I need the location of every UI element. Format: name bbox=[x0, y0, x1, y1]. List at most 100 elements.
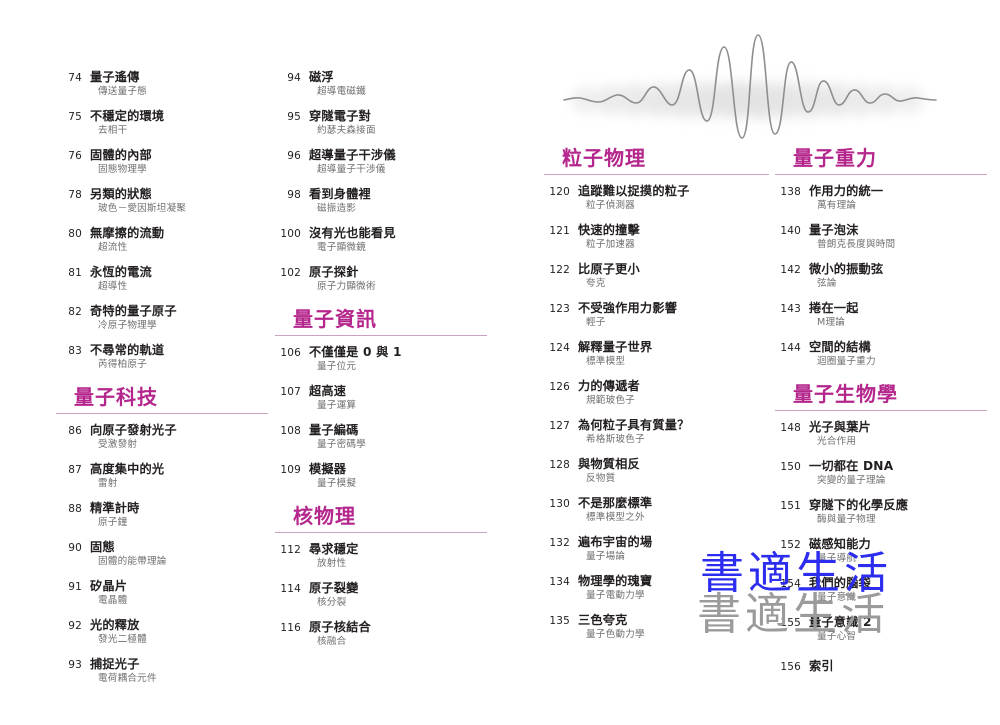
toc-entry[interactable]: 116 原子核結合 核融合 bbox=[275, 620, 487, 648]
toc-entry[interactable]: 80 無摩擦的流動 超流性 bbox=[56, 226, 268, 254]
toc-entry[interactable]: 106 不僅僅是 0 與 1 量子位元 bbox=[275, 345, 487, 373]
toc-entry[interactable]: 96 超導量子干涉儀 超導量子干涉儀 bbox=[275, 148, 487, 176]
toc-entry[interactable]: 126 力的傳遞者 規範玻色子 bbox=[544, 379, 769, 407]
toc-entry[interactable]: 100 沒有光也能看見 電子顯微鏡 bbox=[275, 226, 487, 254]
entry-text: 快速的撞擊 粒子加速器 bbox=[570, 223, 769, 251]
toc-entry[interactable]: 150 一切都在 DNA 突變的量子理論 bbox=[775, 459, 987, 487]
toc-entry[interactable]: 75 不穩定的環境 去相干 bbox=[56, 109, 268, 137]
toc-entry[interactable]: 128 與物質相反 反物質 bbox=[544, 457, 769, 485]
entry-title: 量子意識 2 bbox=[809, 615, 872, 629]
toc-entry[interactable]: 81 永恆的電流 超導性 bbox=[56, 265, 268, 293]
toc-entry[interactable]: 76 固體的內部 固態物理學 bbox=[56, 148, 268, 176]
toc-entry[interactable]: 124 解釋量子世界 標準模型 bbox=[544, 340, 769, 368]
wave-curve bbox=[563, 34, 937, 139]
entry-text: 我們的腦袋 量子意識 bbox=[801, 576, 987, 604]
toc-entry[interactable]: 107 超高速 量子運算 bbox=[275, 384, 487, 412]
entry-subtitle: 夸克 bbox=[586, 278, 606, 289]
toc-entry[interactable]: 132 遍布宇宙的場 量子場論 bbox=[544, 535, 769, 563]
toc-entry[interactable]: 83 不尋常的軌道 芮得柏原子 bbox=[56, 343, 268, 371]
entry-title: 一切都在 DNA bbox=[809, 459, 894, 473]
entry-page-number: 151 bbox=[780, 500, 801, 512]
toc-entry[interactable]: 155 量子意識 2 量子心智 bbox=[775, 615, 987, 643]
entry-title: 穿隧電子對 bbox=[309, 109, 371, 123]
toc-entry[interactable]: 78 另類的狀態 玻色－愛因斯坦凝聚 bbox=[56, 187, 268, 215]
toc-entry[interactable]: 130 不是那麼標準 標準模型之外 bbox=[544, 496, 769, 524]
entry-subtitle: 光合作用 bbox=[817, 436, 857, 447]
toc-entry[interactable]: 151 穿隧下的化學反應 酶與量子物理 bbox=[775, 498, 987, 526]
entry-title: 比原子更小 bbox=[578, 262, 640, 276]
entry-subtitle: 超流性 bbox=[98, 242, 128, 253]
entry-text: 穿隧下的化學反應 酶與量子物理 bbox=[801, 498, 987, 526]
toc-entry[interactable]: 109 模擬器 量子模擬 bbox=[275, 462, 487, 490]
toc-entry[interactable]: 152 磁感知能力 量子導航 bbox=[775, 537, 987, 565]
toc-entry[interactable]: 91 矽晶片 電晶體 bbox=[56, 579, 268, 607]
toc-entry[interactable]: 135 三色夸克 量子色動力學 bbox=[544, 613, 769, 641]
toc-entry[interactable]: 156 索引 bbox=[775, 659, 987, 674]
toc-entry[interactable]: 93 捕捉光子 電荷耦合元件 bbox=[56, 657, 268, 685]
toc-entry[interactable]: 90 固態 固體的能帶理論 bbox=[56, 540, 268, 568]
entry-page-number: 88 bbox=[68, 503, 82, 515]
toc-entry[interactable]: 87 高度集中的光 雷射 bbox=[56, 462, 268, 490]
toc-entry[interactable]: 127 為何粒子具有質量？ 希格斯玻色子 bbox=[544, 418, 769, 446]
entry-text: 三色夸克 量子色動力學 bbox=[570, 613, 769, 641]
entry-text: 穿隧電子對 約瑟夫森接面 bbox=[301, 109, 487, 137]
entry-title: 三色夸克 bbox=[578, 613, 628, 627]
entry-page-number: 156 bbox=[780, 661, 801, 673]
toc-entry[interactable]: 98 看到身體裡 磁振造影 bbox=[275, 187, 487, 215]
entry-page-number: 124 bbox=[549, 342, 570, 354]
entry-subtitle: 迴圈量子重力 bbox=[817, 356, 876, 367]
toc-entry[interactable]: 88 精準計時 原子鐘 bbox=[56, 501, 268, 529]
entry-text: 追蹤難以捉摸的粒子 粒子偵測器 bbox=[570, 184, 769, 212]
toc-entry[interactable]: 138 作用力的統一 萬有理論 bbox=[775, 184, 987, 212]
toc-entry[interactable]: 86 向原子發射光子 受激發射 bbox=[56, 423, 268, 451]
entry-subtitle: 輕子 bbox=[586, 317, 606, 328]
entry-page-number: 78 bbox=[68, 189, 82, 201]
entry-page-number: 76 bbox=[68, 150, 82, 162]
toc-entry[interactable]: 144 空間的結構 迴圈量子重力 bbox=[775, 340, 987, 368]
entry-text: 無摩擦的流動 超流性 bbox=[82, 226, 268, 254]
toc-entry[interactable]: 114 原子裂變 核分裂 bbox=[275, 581, 487, 609]
toc-entry[interactable]: 95 穿隧電子對 約瑟夫森接面 bbox=[275, 109, 487, 137]
toc-entry[interactable]: 108 量子編碼 量子密碼學 bbox=[275, 423, 487, 451]
toc-column-3: 粒子物理 120 追蹤難以捉摸的粒子 粒子偵測器 121 快速的撞擊 粒子加速器… bbox=[544, 146, 769, 652]
entry-title: 磁感知能力 bbox=[809, 537, 871, 551]
section-divider bbox=[544, 174, 769, 175]
toc-entry[interactable]: 94 磁浮 超導電磁鐵 bbox=[275, 70, 487, 98]
entry-page-number: 135 bbox=[549, 615, 570, 627]
toc-entry[interactable]: 121 快速的撞擊 粒子加速器 bbox=[544, 223, 769, 251]
toc-entry[interactable]: 140 量子泡沫 普朗克長度與時間 bbox=[775, 223, 987, 251]
entry-text: 空間的結構 迴圈量子重力 bbox=[801, 340, 987, 368]
toc-entry[interactable]: 82 奇特的量子原子 冷原子物理學 bbox=[56, 304, 268, 332]
toc-entry[interactable]: 112 尋求穩定 放射性 bbox=[275, 542, 487, 570]
entry-page-number: 143 bbox=[780, 303, 801, 315]
toc-entry[interactable]: 143 捲在一起 M理論 bbox=[775, 301, 987, 329]
entry-subtitle: 量子意識 bbox=[817, 592, 857, 603]
toc-entry[interactable]: 120 追蹤難以捉摸的粒子 粒子偵測器 bbox=[544, 184, 769, 212]
entry-title: 不尋常的軌道 bbox=[90, 343, 165, 357]
toc-entry[interactable]: 148 光子與葉片 光合作用 bbox=[775, 420, 987, 448]
entry-subtitle: 電子顯微鏡 bbox=[317, 242, 366, 253]
toc-entry[interactable]: 122 比原子更小 夸克 bbox=[544, 262, 769, 290]
entry-page-number: 132 bbox=[549, 537, 570, 549]
entry-subtitle: 固態物理學 bbox=[98, 164, 147, 175]
entry-page-number: 92 bbox=[68, 620, 82, 632]
entry-page-number: 87 bbox=[68, 464, 82, 476]
toc-entry[interactable]: 102 原子探針 原子力顯微術 bbox=[275, 265, 487, 293]
entry-title: 不僅僅是 0 與 1 bbox=[309, 345, 402, 359]
toc-entry[interactable]: 134 物理學的瑰寶 量子電動力學 bbox=[544, 574, 769, 602]
entry-title: 作用力的統一 bbox=[809, 184, 884, 198]
section-divider bbox=[775, 174, 987, 175]
entry-subtitle: 量子導航 bbox=[817, 553, 857, 564]
entry-title: 與物質相反 bbox=[578, 457, 640, 471]
entry-subtitle: 量子運算 bbox=[317, 400, 357, 411]
toc-entry[interactable]: 154 我們的腦袋 量子意識 bbox=[775, 576, 987, 604]
toc-entry[interactable]: 74 量子遙傳 傳送量子態 bbox=[56, 70, 268, 98]
entry-title: 追蹤難以捉摸的粒子 bbox=[578, 184, 690, 198]
entry-title: 遍布宇宙的場 bbox=[578, 535, 653, 549]
entry-title: 另類的狀態 bbox=[90, 187, 152, 201]
entry-subtitle: 雷射 bbox=[98, 478, 118, 489]
toc-entry[interactable]: 92 光的釋放 發光二極體 bbox=[56, 618, 268, 646]
toc-entry[interactable]: 123 不受強作用力影響 輕子 bbox=[544, 301, 769, 329]
toc-entry[interactable]: 142 微小的振動弦 弦論 bbox=[775, 262, 987, 290]
section-heading: 量子資訊 bbox=[293, 307, 377, 331]
